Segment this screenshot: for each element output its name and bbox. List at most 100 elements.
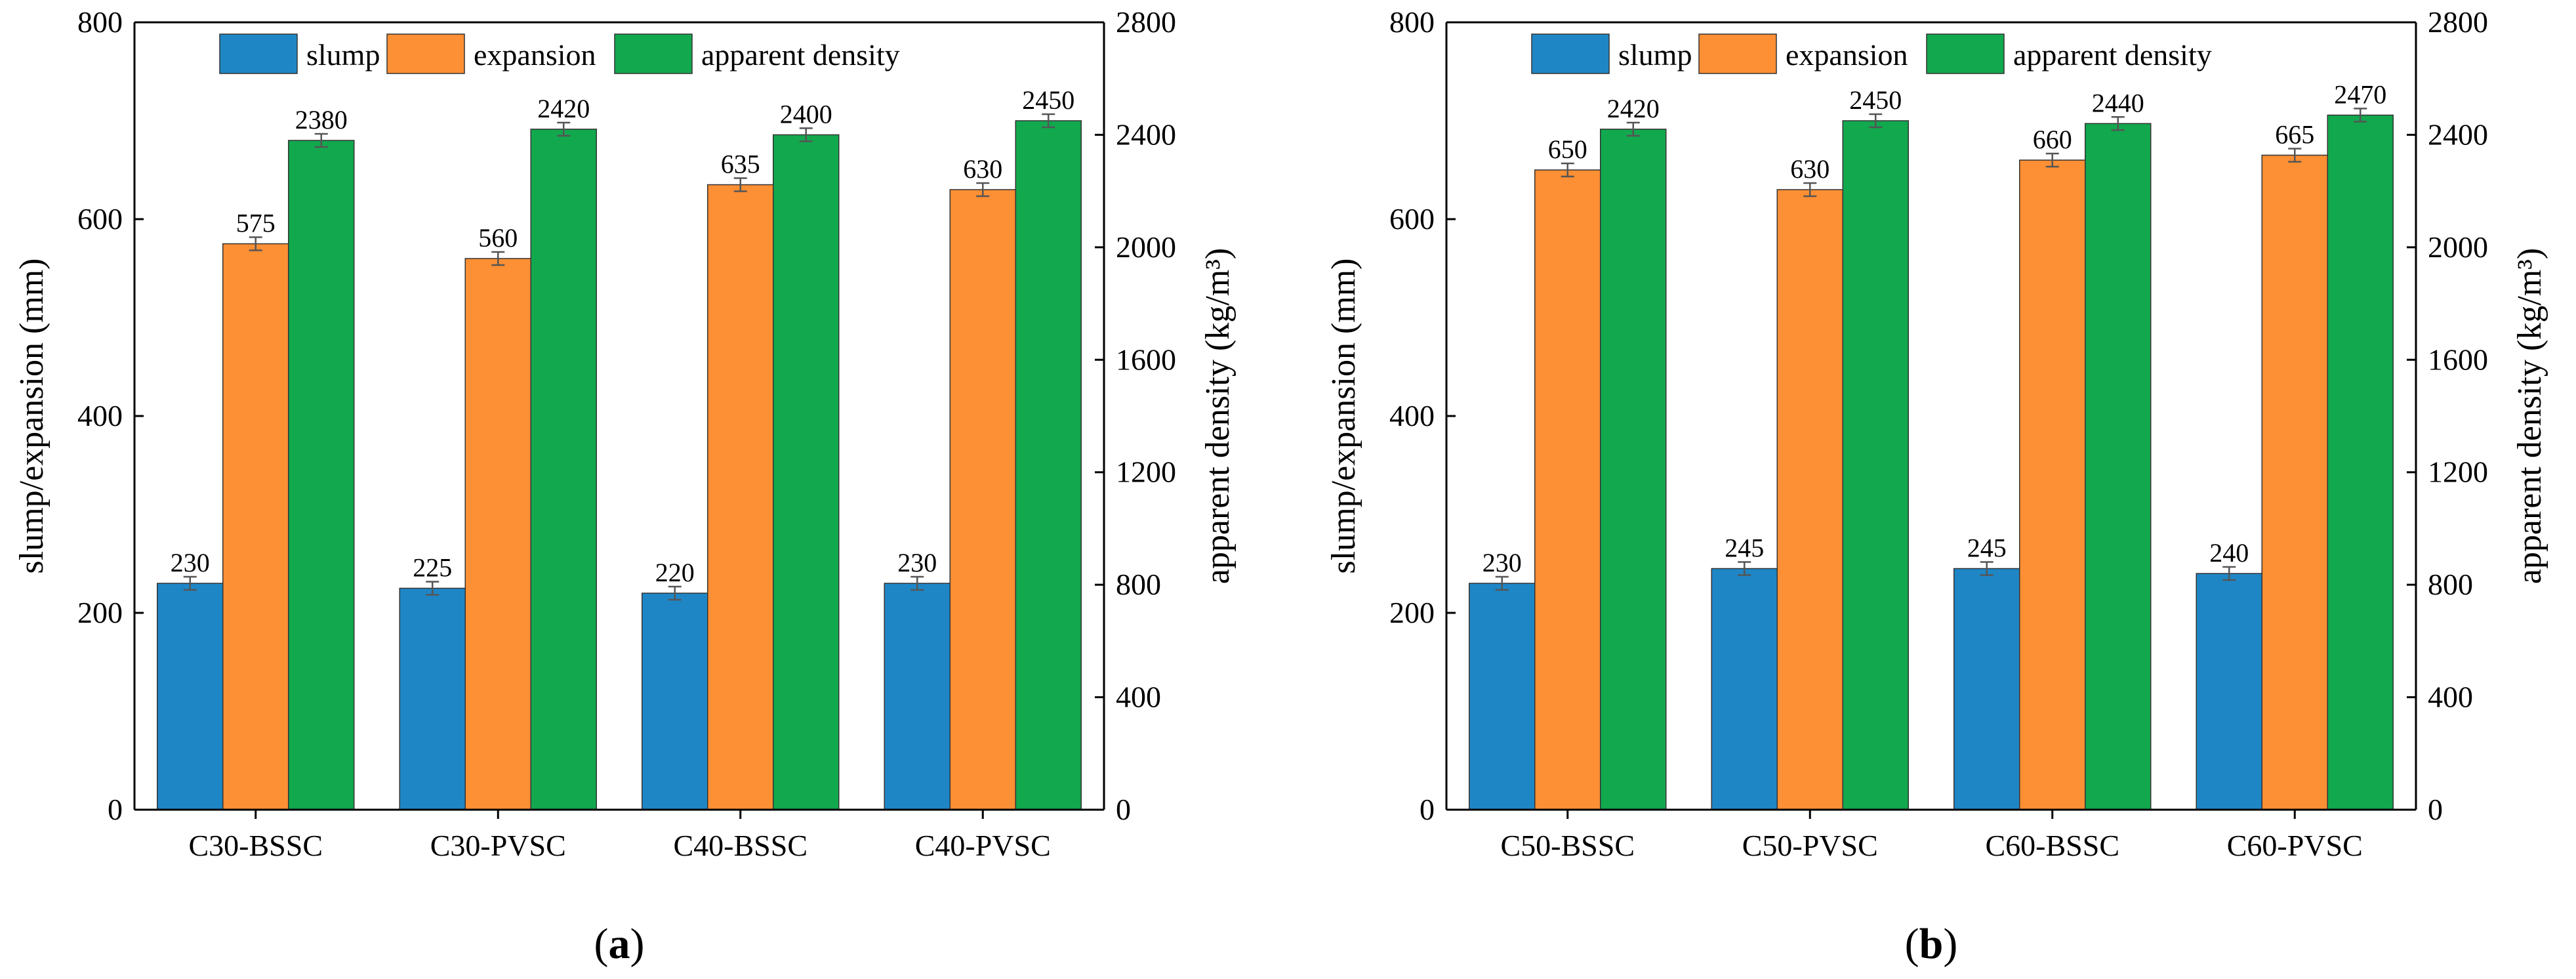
- y-tick-label-left: 400: [77, 399, 123, 432]
- y-tick-label-right: 1200: [2428, 455, 2488, 489]
- y-tick-label-right: 0: [1116, 793, 1131, 826]
- data-label: 245: [1725, 533, 1764, 563]
- bar-slump-C60-BSSC: [1953, 568, 2020, 810]
- legend-swatch-apparent-density: [1926, 33, 2005, 74]
- y-tick-label-right: 2800: [2428, 5, 2488, 39]
- bar-expansion-C40-PVSC: [949, 189, 1016, 810]
- y-tick-label-left: 0: [108, 793, 123, 826]
- y-tick-label-right: 800: [1116, 568, 1161, 601]
- y-tick-label-right: 1600: [1116, 343, 1176, 376]
- bar-slump-C30-PVSC: [399, 587, 466, 810]
- data-label: 630: [963, 154, 1002, 184]
- data-label: 665: [2275, 120, 2314, 150]
- bar-slump-C40-PVSC: [884, 583, 951, 810]
- legend-swatch-apparent-density: [614, 33, 693, 74]
- y-tick-label-right: 400: [2428, 680, 2473, 714]
- legend-label-expansion: expansion: [1786, 38, 1908, 72]
- y-axis-label-right: apparent density (kg/m³): [2511, 248, 2548, 584]
- y-tick-label-right: 2400: [2428, 117, 2488, 151]
- x-tick-label: C30-BSSC: [188, 829, 323, 862]
- x-tick-label: C40-BSSC: [673, 829, 808, 862]
- legend-swatch-expansion: [386, 33, 465, 74]
- chart-panel-b: 230 245 245 240 650 630 660 665 2420 2450 2440 2470…: [1325, 5, 2548, 968]
- bar-expansion-C30-BSSC: [222, 243, 289, 810]
- bar-slump-C50-BSSC: [1469, 583, 1536, 810]
- data-label: 2440: [2092, 88, 2144, 117]
- data-label: 230: [171, 548, 210, 577]
- data-label: 660: [2033, 125, 2072, 154]
- panel-label: (a): [594, 920, 645, 968]
- y-tick-label-right: 800: [2428, 568, 2473, 601]
- bar-expansion-C60-BSSC: [2019, 159, 2086, 810]
- bar-apparent-density-C40-BSSC: [773, 134, 840, 810]
- bar-apparent-density-C50-PVSC: [1842, 120, 1909, 810]
- bar-expansion-C30-PVSC: [464, 258, 531, 810]
- y-tick-label-right: 2400: [1116, 117, 1176, 151]
- legend-swatch-slump: [219, 33, 298, 74]
- data-label: 2420: [537, 94, 590, 123]
- data-label: 650: [1548, 135, 1587, 164]
- y-tick-label-left: 800: [1389, 5, 1435, 39]
- data-label: 635: [721, 150, 760, 179]
- chart-panel-a: 230 225 220 230 575 560 635 630 2380 2420 2400 2450…: [13, 5, 1237, 968]
- bar-apparent-density-C60-BSSC: [2085, 123, 2152, 810]
- y-axis-label-left: slump/expansion (mm): [13, 259, 51, 574]
- y-tick-label-left: 800: [77, 5, 123, 39]
- bar-slump-C40-BSSC: [642, 593, 708, 810]
- data-label: 2400: [780, 99, 832, 129]
- legend-label-apparent-density: apparent density: [701, 38, 900, 72]
- bar-apparent-density-C60-PVSC: [2327, 114, 2394, 810]
- data-label: 2450: [1022, 85, 1074, 115]
- bar-apparent-density-C50-BSSC: [1600, 129, 1667, 810]
- data-label: 240: [2209, 538, 2249, 568]
- bar-apparent-density-C40-PVSC: [1015, 120, 1082, 810]
- legend-swatch-slump: [1531, 33, 1610, 74]
- y-tick-label-left: 600: [1389, 202, 1435, 236]
- x-tick-label: C50-PVSC: [1742, 829, 1878, 862]
- y-tick-label-right: 1600: [2428, 343, 2488, 376]
- y-tick-label-left: 400: [1389, 399, 1435, 432]
- data-label: 220: [655, 558, 695, 587]
- y-tick-label-right: 2800: [1116, 5, 1176, 39]
- x-tick-label: C60-PVSC: [2227, 829, 2363, 862]
- bar-apparent-density-C30-PVSC: [530, 129, 597, 810]
- y-tick-label-left: 0: [1420, 793, 1435, 826]
- y-axis-label-right: apparent density (kg/m³): [1199, 248, 1237, 584]
- data-label: 560: [478, 223, 518, 253]
- panel-label: (b): [1905, 920, 1958, 968]
- x-tick-label: C60-BSSC: [1985, 829, 2119, 862]
- data-label: 575: [236, 209, 276, 238]
- bar-apparent-density-C30-BSSC: [288, 140, 355, 810]
- bar-expansion-C40-BSSC: [707, 184, 774, 810]
- bar-expansion-C50-PVSC: [1776, 189, 1843, 810]
- y-tick-label-left: 200: [77, 596, 123, 629]
- bar-slump-C50-PVSC: [1711, 568, 1778, 810]
- y-tick-label-right: 400: [1116, 680, 1161, 714]
- data-label: 230: [897, 548, 937, 577]
- data-label: 2420: [1607, 94, 1660, 123]
- y-axis-label-left: slump/expansion (mm): [1325, 259, 1362, 574]
- legend-label-expansion: expansion: [474, 38, 596, 72]
- data-label: 630: [1790, 154, 1830, 184]
- bar-slump-C30-BSSC: [157, 583, 224, 810]
- y-tick-label-right: 0: [2428, 793, 2443, 826]
- bar-expansion-C60-PVSC: [2261, 154, 2328, 810]
- x-tick-label: C50-BSSC: [1500, 829, 1635, 862]
- y-tick-label-right: 1200: [1116, 455, 1176, 489]
- x-tick-label: C30-PVSC: [430, 829, 566, 862]
- data-label: 2450: [1849, 85, 1902, 115]
- data-label: 245: [1967, 533, 2007, 563]
- data-label: 2470: [2334, 79, 2386, 109]
- legend-label-apparent-density: apparent density: [2013, 38, 2212, 72]
- data-label: 230: [1482, 548, 1522, 577]
- y-tick-label-left: 600: [77, 202, 123, 236]
- y-tick-label-right: 2000: [1116, 230, 1176, 264]
- bar-expansion-C50-BSSC: [1534, 169, 1601, 810]
- legend-label-slump: slump: [306, 38, 380, 72]
- data-label: 2380: [295, 105, 348, 135]
- x-tick-label: C40-PVSC: [915, 829, 1051, 862]
- y-tick-label-right: 2000: [2428, 230, 2488, 264]
- data-label: 225: [413, 553, 452, 583]
- y-tick-label-left: 200: [1389, 596, 1435, 629]
